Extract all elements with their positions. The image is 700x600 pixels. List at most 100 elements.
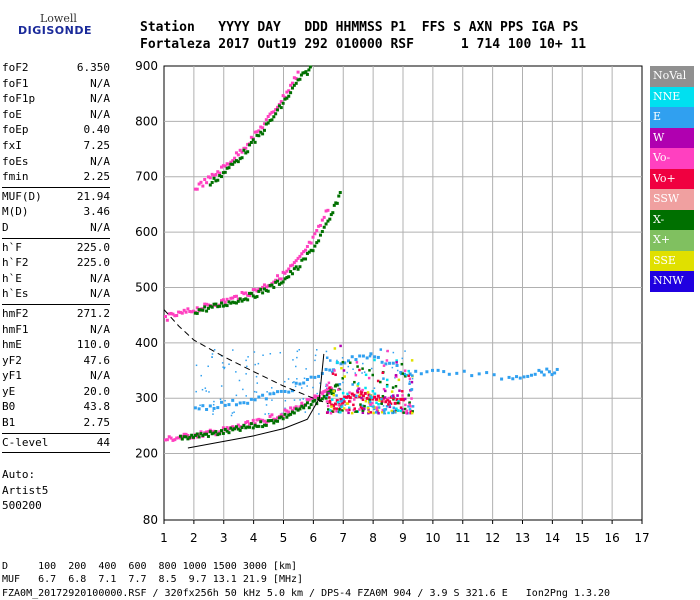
noise-dot (255, 375, 258, 378)
echo-point-3 (253, 295, 257, 299)
echo-point-4 (236, 153, 240, 157)
x-tick-label: 17 (634, 531, 649, 545)
noise-dot (264, 413, 266, 415)
echo-point-2 (173, 314, 177, 318)
echo-point-6 (212, 406, 216, 410)
spread-f-point (397, 378, 401, 382)
echo-point-7 (365, 396, 369, 400)
echo-point-2 (188, 309, 192, 313)
echo-point-2 (169, 311, 173, 315)
spread-f-point (347, 411, 350, 415)
echo-point-6 (358, 354, 362, 358)
echo-point-0 (246, 420, 250, 424)
echo-point-3 (223, 303, 227, 307)
echo-point-2 (285, 269, 289, 273)
echo-point-0 (197, 432, 201, 436)
echo-point-2 (305, 244, 309, 248)
legend-item-x-: X- (650, 209, 694, 230)
echo-point-1 (307, 406, 311, 410)
echo-point-4 (214, 173, 218, 177)
spread-f-point (368, 400, 372, 404)
echo-point-0 (225, 426, 229, 430)
echo-point-1 (203, 432, 207, 436)
param-separator (2, 452, 110, 454)
echo-point-2 (233, 295, 237, 299)
echo-point-6 (246, 401, 250, 405)
autoscaling-info: Auto: Artist5 500200 (2, 467, 110, 514)
echo-point-6 (408, 372, 412, 376)
echo-point-3 (255, 295, 259, 299)
legend-item-vo-: Vo+ (650, 168, 694, 189)
spread-f-point (361, 398, 365, 402)
noise-dot (400, 373, 402, 376)
noise-dot (211, 353, 214, 355)
param-separator (2, 186, 110, 188)
spread-f-point (369, 394, 372, 398)
noise-dot (340, 388, 342, 391)
echo-point-3 (329, 213, 333, 217)
echo-point-4 (205, 181, 209, 185)
noise-dot (245, 395, 247, 397)
x-tick-label: 8 (369, 531, 377, 545)
spread-f-point (360, 406, 364, 410)
noise-dot (284, 399, 287, 402)
x-tick-label: 12 (485, 531, 500, 545)
echo-point-4 (231, 159, 235, 163)
echo-point-6 (216, 406, 220, 410)
echo-point-1 (205, 432, 209, 436)
echo-point-3 (197, 308, 201, 312)
echo-point-6 (193, 406, 197, 410)
echo-point-0 (276, 416, 280, 420)
echo-point-6 (529, 373, 533, 377)
spread-f-point (404, 403, 407, 407)
echo-point-2 (234, 294, 238, 298)
echo-point-5 (307, 68, 311, 72)
echo-point-1 (268, 419, 272, 423)
echo-point-7 (350, 392, 354, 396)
param-value: 2.25 (83, 170, 111, 184)
echo-point-3 (302, 257, 306, 261)
legend-item-nnw: NNW (650, 271, 694, 292)
noise-dot (287, 378, 290, 380)
echo-point-6 (350, 355, 354, 359)
echo-point-6 (324, 367, 328, 371)
x-tick-label: 14 (545, 531, 560, 545)
echo-point-0 (292, 406, 296, 410)
noise-dot (341, 404, 343, 407)
echo-point-5 (268, 118, 272, 122)
spread-f-point (355, 361, 359, 364)
echo-point-5 (257, 134, 261, 138)
echo-point-2 (276, 274, 280, 278)
echo-point-1 (270, 418, 274, 422)
spread-f-point (342, 407, 346, 410)
echo-point-6 (242, 401, 246, 405)
echo-point-3 (264, 289, 268, 293)
echo-point-1 (262, 423, 266, 427)
echo-point-6 (518, 376, 522, 380)
noise-dot (265, 404, 268, 406)
echo-point-1 (324, 396, 328, 400)
echo-point-3 (248, 291, 252, 295)
spread-f-point (401, 372, 404, 375)
echo-point-2 (231, 296, 235, 300)
param-row: foE N/A (2, 107, 110, 123)
spread-f-point (382, 364, 386, 367)
spread-f-point (352, 408, 356, 412)
echo-point-5 (227, 166, 231, 170)
spread-f-point (390, 390, 394, 393)
echo-point-6 (388, 361, 392, 365)
spread-f-point (368, 369, 371, 372)
echo-point-6 (442, 370, 446, 374)
echo-point-2 (274, 278, 278, 282)
echo-point-2 (206, 303, 210, 307)
echo-point-6 (547, 370, 551, 374)
noise-dot (362, 362, 364, 365)
echo-point-1 (266, 419, 270, 423)
spread-f-point (361, 367, 364, 370)
spread-f-point (376, 379, 380, 383)
echo-point-3 (240, 299, 244, 303)
echo-point-6 (376, 355, 380, 359)
echo-point-0 (302, 403, 306, 407)
spread-f-point (375, 401, 378, 404)
spread-f-point (371, 389, 375, 393)
